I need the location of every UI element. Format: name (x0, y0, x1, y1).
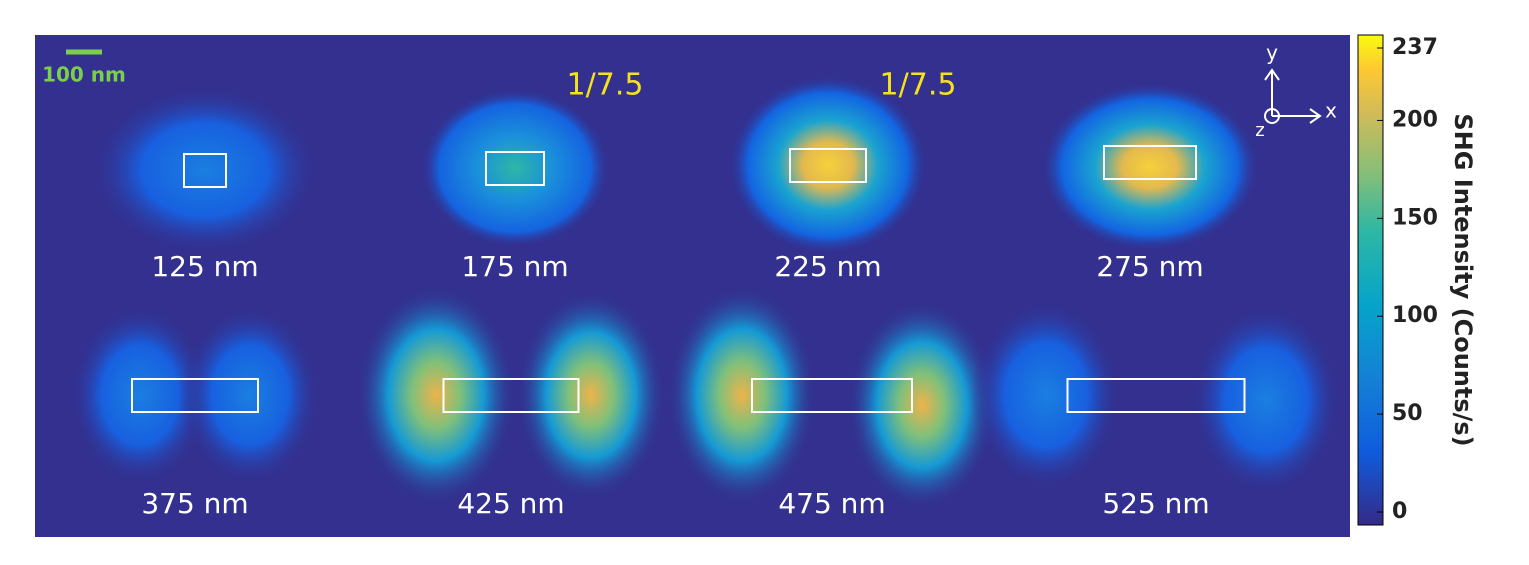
panel-label: 275 nm (1096, 250, 1203, 283)
colorbar-label: SHG Intensity (Counts/s) (1449, 113, 1477, 446)
panel-label: 425 nm (457, 487, 564, 520)
colorbar (1357, 34, 1384, 526)
axis-label-y: y (1266, 41, 1278, 65)
structure-outline (183, 153, 227, 188)
intensity-blob (847, 300, 997, 510)
intensity-blob (356, 285, 516, 505)
panel-label: 475 nm (778, 487, 885, 520)
structure-outline (751, 378, 913, 413)
colorbar-tick-label: 237 (1392, 35, 1438, 60)
panel-label: 125 nm (151, 250, 258, 283)
colorbar-tick-label: 150 (1392, 205, 1438, 230)
colorbar-tick-label: 50 (1392, 401, 1423, 426)
panel-label: 225 nm (774, 250, 881, 283)
structure-outline (1066, 378, 1246, 413)
intensity-blob (971, 300, 1121, 490)
colorbar-tick-label: 100 (1392, 303, 1438, 328)
intensity-blob (667, 285, 817, 505)
axis-label-x: x (1325, 99, 1337, 123)
colorbar-tick-label: 0 (1392, 499, 1407, 524)
structure-outline (485, 151, 545, 186)
structure-outline (789, 148, 867, 183)
structure-outline (442, 378, 580, 413)
intensity-maps (70, 75, 1341, 510)
intensity-blob (1191, 305, 1341, 495)
panel-label: 175 nm (461, 250, 568, 283)
panel-label: 525 nm (1102, 487, 1209, 520)
axes-icon (1264, 68, 1322, 124)
scale-factor: 1/7.5 (880, 68, 957, 103)
axis-label-z: z (1255, 120, 1264, 141)
intensity-blob (516, 290, 666, 500)
structure-outline (1103, 145, 1197, 180)
structure-outline (131, 378, 259, 413)
intensity-blob (70, 305, 210, 485)
intensity-blob (90, 85, 320, 255)
scale-factor: 1/7.5 (567, 68, 644, 103)
intensity-blob (728, 75, 928, 255)
colorbar-tick-label: 200 (1392, 107, 1438, 132)
intensity-blob (1040, 82, 1260, 252)
intensity-blob (420, 88, 610, 248)
panel-label: 375 nm (141, 487, 248, 520)
intensity-blob (180, 305, 320, 485)
scale-bar-label: 100 nm (42, 63, 126, 87)
